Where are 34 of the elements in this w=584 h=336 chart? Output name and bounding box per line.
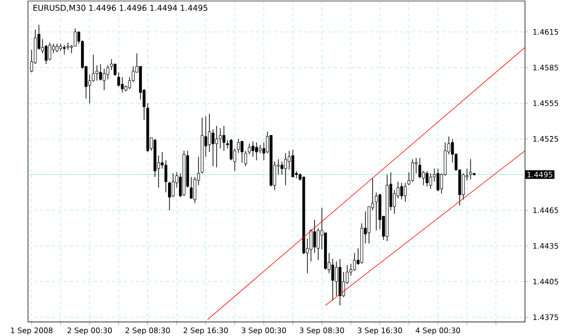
candlestick (284, 152, 287, 186)
candlestick (353, 252, 356, 272)
candlestick (62, 44, 66, 55)
candlestick (426, 170, 428, 187)
candlestick (212, 129, 214, 167)
candlestick (215, 125, 218, 168)
candlestick (240, 140, 244, 164)
candlestick (404, 182, 407, 202)
candlestick (222, 125, 226, 152)
candlestick (248, 143, 251, 155)
candlestick (313, 219, 316, 254)
candlestick (255, 142, 258, 161)
candlestick (280, 161, 284, 175)
candlestick (334, 261, 338, 296)
candlestick (400, 182, 404, 200)
candlestick (244, 150, 248, 167)
candlestick (120, 76, 124, 93)
candlestick (436, 168, 440, 192)
candlestick (117, 72, 120, 87)
candlestick (374, 192, 378, 231)
candlestick (218, 128, 222, 149)
candlestick (411, 158, 414, 182)
candlestick (230, 138, 233, 161)
candlestick (429, 173, 432, 190)
candlestick (48, 42, 52, 61)
candlestick (99, 64, 102, 81)
candlestick (96, 64, 98, 81)
candlestick (252, 140, 254, 158)
candlestick (291, 149, 294, 178)
candlestick (66, 42, 70, 50)
candlestick (92, 54, 95, 82)
candlestick (469, 158, 472, 180)
candlestick (102, 68, 106, 91)
chart-title: EURUSD,M30 1.4496 1.4496 1.4494 1.4495 (33, 4, 208, 12)
